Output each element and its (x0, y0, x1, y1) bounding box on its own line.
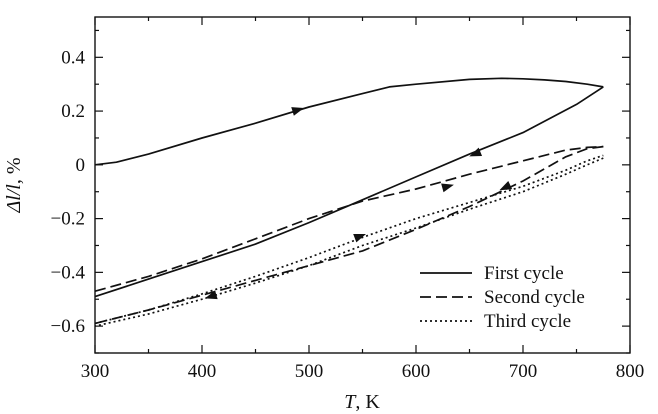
direction-arrow-1 (469, 147, 483, 157)
series-line-2-segment-2 (94, 145, 604, 325)
series-line-2-segment-1 (94, 145, 604, 293)
direction-arrow-2 (441, 183, 454, 193)
y-tick-label: −0.4 (51, 262, 86, 283)
y-tick-label: −0.2 (51, 209, 85, 230)
axis-ticks: 300 400 500 600 700 800 −0.6 −0.4 −0.2 0 0.2 0.4 (51, 17, 645, 382)
series-line-1-segment-1 (94, 77, 604, 166)
series-line-3-segment-2 (94, 157, 604, 327)
series-layer (94, 77, 604, 327)
plot-frame (94, 16, 631, 354)
x-tick-label: 500 (295, 361, 324, 382)
x-tick-label: 700 (509, 361, 538, 382)
legend-label-second: Second cycle (484, 287, 585, 308)
legend: First cycle Second cycle Third cycle (420, 263, 585, 332)
series-line-3-segment-1 (94, 154, 604, 325)
legend-label-first: First cycle (484, 263, 564, 284)
direction-arrow-3 (353, 233, 367, 243)
y-tick-label: −0.6 (51, 316, 85, 337)
y-tick-label: 0.4 (61, 47, 85, 68)
x-tick-label: 600 (402, 361, 431, 382)
x-tick-label: 400 (188, 361, 217, 382)
x-tick-label: 300 (81, 361, 110, 382)
y-tick-label: 0.2 (61, 101, 85, 122)
direction-arrow-2 (499, 181, 513, 191)
series-line-1-segment-2 (94, 86, 604, 298)
y-tick-label: 0 (76, 155, 86, 176)
x-tick-label: 800 (616, 361, 645, 382)
direction-arrow-3 (204, 290, 218, 300)
direction-arrow-1 (291, 107, 305, 116)
y-axis-label: Δl/l, % (3, 157, 25, 213)
legend-label-third: Third cycle (484, 311, 571, 332)
x-axis-label: T, K (344, 391, 380, 413)
